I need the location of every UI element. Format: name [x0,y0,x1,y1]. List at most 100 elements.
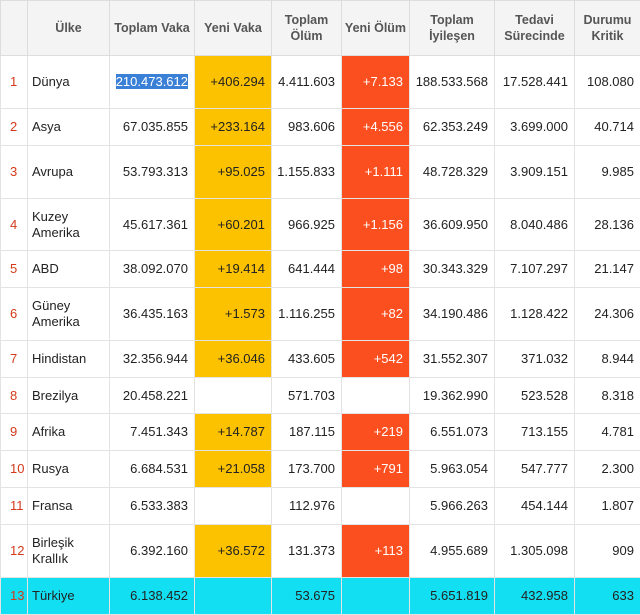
active-cases-cell: 454.144 [495,488,575,525]
critical-cell: 2.300 [575,451,640,488]
total-deaths-cell: 641.444 [272,251,342,288]
active-cases-cell: 371.032 [495,341,575,378]
row-index: 1 [1,56,28,109]
active-cases-cell: 523.528 [495,378,575,414]
critical-cell: 24.306 [575,288,640,341]
active-cases-cell: 547.777 [495,451,575,488]
active-cases-cell: 1.128.422 [495,288,575,341]
total-recovered-cell: 4.955.689 [410,525,495,578]
total-recovered-cell: 5.651.819 [410,578,495,615]
header-total-cases[interactable]: Toplam Vaka [110,1,195,56]
critical-cell: 633 [575,578,640,615]
header-row: Ülke Toplam Vaka Yeni Vaka Toplam Ölüm Y… [1,1,640,56]
header-new-cases[interactable]: Yeni Vaka [195,1,272,56]
total-cases-cell: 6.533.383 [110,488,195,525]
total-deaths-cell: 131.373 [272,525,342,578]
total-deaths-cell: 187.115 [272,414,342,451]
critical-cell: 4.781 [575,414,640,451]
header-active-cases[interactable]: Tedavi Sürecinde [495,1,575,56]
row-index: 9 [1,414,28,451]
total-recovered-cell: 188.533.568 [410,56,495,109]
new-cases-cell: +60.201 [195,199,272,251]
new-deaths-cell: +542 [342,341,410,378]
country-cell: Afrika [28,414,110,451]
total-recovered-cell: 36.609.950 [410,199,495,251]
country-cell: Rusya [28,451,110,488]
new-cases-cell: +14.787 [195,414,272,451]
country-cell: Güney Amerika [28,288,110,341]
row-index: 7 [1,341,28,378]
new-deaths-cell: +98 [342,251,410,288]
new-cases-cell: +36.046 [195,341,272,378]
header-new-deaths[interactable]: Yeni Ölüm [342,1,410,56]
country-cell: Avrupa [28,146,110,199]
total-deaths-cell: 983.606 [272,109,342,146]
new-cases-cell: +36.572 [195,525,272,578]
new-cases-cell: +19.414 [195,251,272,288]
new-deaths-cell: +113 [342,525,410,578]
total-recovered-cell: 30.343.329 [410,251,495,288]
critical-cell: 108.080 [575,56,640,109]
new-cases-cell: +95.025 [195,146,272,199]
total-cases-cell: 36.435.163 [110,288,195,341]
total-cases-cell: 7.451.343 [110,414,195,451]
selected-text: 210.473.612 [116,74,188,89]
country-cell: ABD [28,251,110,288]
header-critical[interactable]: Durumu Kritik [575,1,640,56]
country-cell: Kuzey Amerika [28,199,110,251]
critical-cell: 8.944 [575,341,640,378]
row-index: 5 [1,251,28,288]
new-cases-cell: +406.294 [195,56,272,109]
total-recovered-cell: 62.353.249 [410,109,495,146]
row-index: 8 [1,378,28,414]
active-cases-cell: 3.699.000 [495,109,575,146]
total-deaths-cell: 571.703 [272,378,342,414]
new-deaths-cell [342,378,410,414]
new-deaths-cell: +1.111 [342,146,410,199]
total-deaths-cell: 433.605 [272,341,342,378]
new-deaths-cell [342,488,410,525]
header-country[interactable]: Ülke [28,1,110,56]
row-index: 11 [1,488,28,525]
header-total-deaths[interactable]: Toplam Ölüm [272,1,342,56]
total-recovered-cell: 31.552.307 [410,341,495,378]
total-deaths-cell: 173.700 [272,451,342,488]
new-deaths-cell: +4.556 [342,109,410,146]
total-deaths-cell: 112.976 [272,488,342,525]
new-cases-cell [195,488,272,525]
critical-cell: 28.136 [575,199,640,251]
header-total-recovered[interactable]: Toplam İyileşen [410,1,495,56]
total-recovered-cell: 34.190.486 [410,288,495,341]
total-deaths-cell: 966.925 [272,199,342,251]
total-cases-cell: 45.617.361 [110,199,195,251]
country-cell: Birleşik Krallık [28,525,110,578]
new-deaths-cell [342,578,410,615]
country-cell: Türkiye [28,578,110,615]
total-cases-cell: 67.035.855 [110,109,195,146]
row-index: 6 [1,288,28,341]
active-cases-cell: 3.909.151 [495,146,575,199]
row-index: 12 [1,525,28,578]
critical-cell: 1.807 [575,488,640,525]
critical-cell: 8.318 [575,378,640,414]
total-deaths-cell: 1.155.833 [272,146,342,199]
country-cell: Dünya [28,56,110,109]
row-index: 3 [1,146,28,199]
critical-cell: 9.985 [575,146,640,199]
active-cases-cell: 1.305.098 [495,525,575,578]
total-cases-cell: 53.793.313 [110,146,195,199]
row-index: 13 [1,578,28,615]
new-cases-cell: +1.573 [195,288,272,341]
new-deaths-cell: +1.156 [342,199,410,251]
critical-cell: 40.714 [575,109,640,146]
